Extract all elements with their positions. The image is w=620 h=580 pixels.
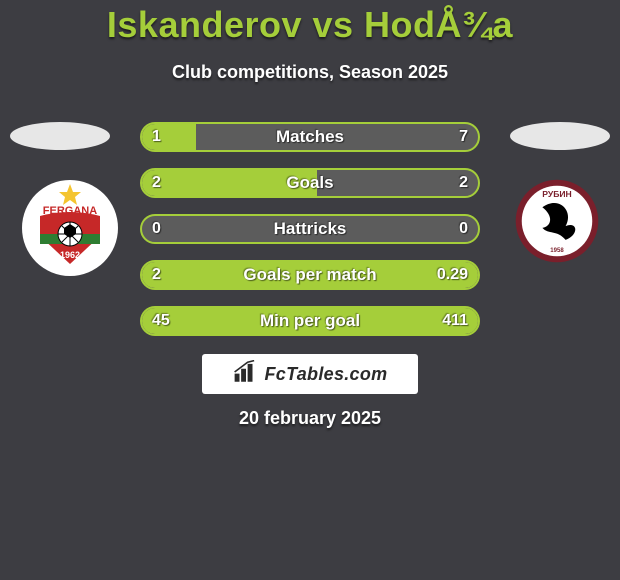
brand-icon <box>233 360 259 389</box>
stat-right-value: 411 <box>442 312 468 330</box>
fergana-badge-icon: FERGANA 1962 <box>20 178 120 278</box>
rubin-badge-icon: РУБИН 1958 <box>514 178 600 264</box>
badge-left-year: 1962 <box>60 250 80 260</box>
comparison-card: Iskanderov vs HodÅ¾a Club competitions, … <box>0 0 620 580</box>
stat-right-value: 0.29 <box>437 266 468 284</box>
stat-right-value: 7 <box>459 128 468 146</box>
stat-bar: 45Min per goal411 <box>140 306 480 336</box>
stat-label: Min per goal <box>142 311 478 331</box>
stat-bar: 1Matches7 <box>140 122 480 152</box>
update-date: 20 february 2025 <box>0 408 620 429</box>
badge-right-year: 1958 <box>550 248 564 254</box>
decor-ellipse-right <box>510 122 610 150</box>
stat-bar: 2Goals per match0.29 <box>140 260 480 290</box>
stat-bar: 2Goals2 <box>140 168 480 198</box>
team-badge-left: FERGANA 1962 <box>20 178 120 278</box>
stat-label: Matches <box>142 127 478 147</box>
comparison-bars: 1Matches72Goals20Hattricks02Goals per ma… <box>140 122 480 352</box>
stat-right-value: 2 <box>459 174 468 192</box>
team-badge-right: РУБИН 1958 <box>514 178 600 264</box>
decor-ellipse-left <box>10 122 110 150</box>
stat-right-value: 0 <box>459 220 468 238</box>
page-subtitle: Club competitions, Season 2025 <box>0 62 620 83</box>
stat-bar: 0Hattricks0 <box>140 214 480 244</box>
stat-label: Hattricks <box>142 219 478 239</box>
brand-text: FcTables.com <box>265 364 388 385</box>
brand-box[interactable]: FcTables.com <box>202 354 418 394</box>
badge-right-text: РУБИН <box>542 189 572 199</box>
page-title: Iskanderov vs HodÅ¾a <box>0 0 620 46</box>
stat-label: Goals per match <box>142 265 478 285</box>
stat-label: Goals <box>142 173 478 193</box>
